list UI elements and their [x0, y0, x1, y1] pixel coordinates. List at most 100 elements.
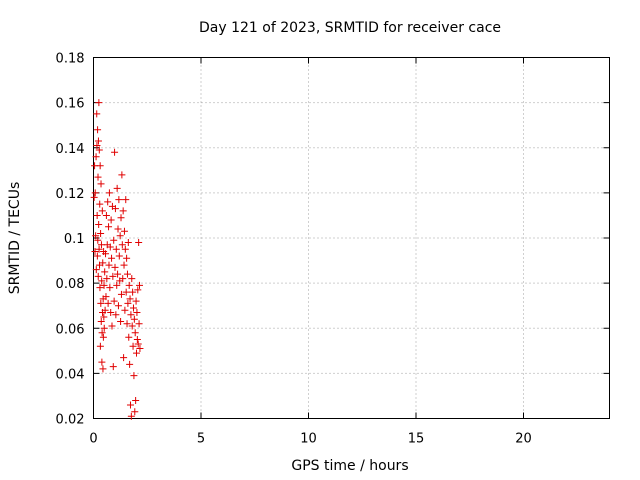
data-point [113, 281, 121, 289]
x-tick-label: 0 [89, 432, 97, 447]
data-point [98, 207, 106, 215]
data-point [136, 281, 144, 289]
data-point [115, 196, 123, 204]
y-axis-title: SRMTID / TECUs [7, 182, 23, 295]
y-tick-label: 0.16 [56, 97, 85, 112]
data-point [110, 297, 118, 305]
data-point [128, 275, 136, 283]
data-point [110, 236, 118, 244]
data-point [94, 137, 102, 145]
data-point [102, 250, 110, 258]
data-point [123, 270, 131, 278]
data-point [91, 248, 99, 256]
data-point [120, 227, 128, 235]
y-tick-label: 0.06 [56, 322, 85, 337]
data-point [117, 290, 125, 298]
data-point [133, 336, 141, 344]
data-point [119, 275, 127, 283]
data-point [96, 200, 104, 208]
data-point [105, 261, 113, 269]
data-points [90, 99, 144, 420]
data-point [90, 193, 98, 201]
plot-frame [93, 57, 610, 419]
data-point [122, 196, 130, 204]
data-point [112, 311, 120, 319]
data-point [120, 261, 128, 269]
data-point [124, 299, 132, 307]
data-point [106, 243, 114, 251]
data-point [92, 153, 100, 161]
y-tick-label: 0.18 [56, 52, 85, 67]
data-point [114, 225, 122, 233]
data-point [98, 329, 106, 337]
data-point [91, 189, 99, 197]
x-tick-label: 20 [515, 432, 532, 447]
data-point [122, 288, 130, 296]
data-point [111, 263, 119, 271]
data-point [97, 180, 105, 188]
data-point [100, 281, 108, 289]
data-point [119, 207, 127, 215]
data-point [109, 272, 117, 280]
data-point [98, 277, 106, 285]
data-point [129, 304, 137, 312]
data-point [108, 254, 116, 262]
data-point [130, 315, 138, 323]
data-point [117, 317, 125, 325]
data-point [108, 322, 116, 330]
data-point [105, 223, 113, 231]
data-point [93, 141, 101, 149]
data-point [97, 229, 105, 237]
data-point [102, 211, 110, 219]
data-point [101, 268, 109, 276]
data-point [95, 220, 103, 228]
data-point [107, 308, 115, 316]
data-point [98, 358, 106, 366]
data-point [106, 284, 114, 292]
data-point [102, 293, 110, 301]
data-point [118, 241, 126, 249]
data-point [94, 173, 102, 181]
data-point [131, 408, 139, 416]
data-point [128, 322, 136, 330]
data-point [95, 146, 103, 154]
data-point [121, 306, 129, 314]
data-point [103, 275, 111, 283]
y-tick-label: 0.12 [56, 187, 85, 202]
data-point [100, 313, 108, 321]
data-point [94, 236, 102, 244]
data-point [116, 232, 124, 240]
data-point [96, 162, 104, 170]
data-point [132, 297, 140, 305]
data-point [124, 239, 132, 247]
data-point [126, 401, 134, 409]
x-axis-title: GPS time / hours [291, 458, 408, 474]
data-point [104, 198, 112, 206]
y-tick-label: 0.1 [64, 232, 85, 247]
data-point [134, 340, 142, 348]
data-point [99, 259, 107, 267]
data-point [113, 184, 121, 192]
data-point [129, 288, 137, 296]
data-point [131, 329, 139, 337]
data-point [120, 354, 128, 362]
data-point [133, 349, 140, 357]
data-point [125, 333, 133, 341]
data-point [100, 324, 108, 332]
data-point [127, 412, 135, 420]
data-point [95, 99, 103, 107]
x-tick-label: 5 [197, 432, 205, 447]
data-point [125, 281, 133, 289]
data-point [115, 252, 123, 260]
data-point [117, 214, 125, 222]
data-point [132, 396, 140, 404]
data-point [109, 363, 117, 371]
data-point [134, 286, 142, 294]
data-point [126, 360, 134, 368]
data-point [94, 126, 102, 134]
data-point [99, 365, 107, 373]
x-tick-label: 10 [300, 432, 317, 447]
data-point [136, 345, 144, 353]
data-point [123, 320, 131, 328]
data-point [111, 148, 119, 156]
